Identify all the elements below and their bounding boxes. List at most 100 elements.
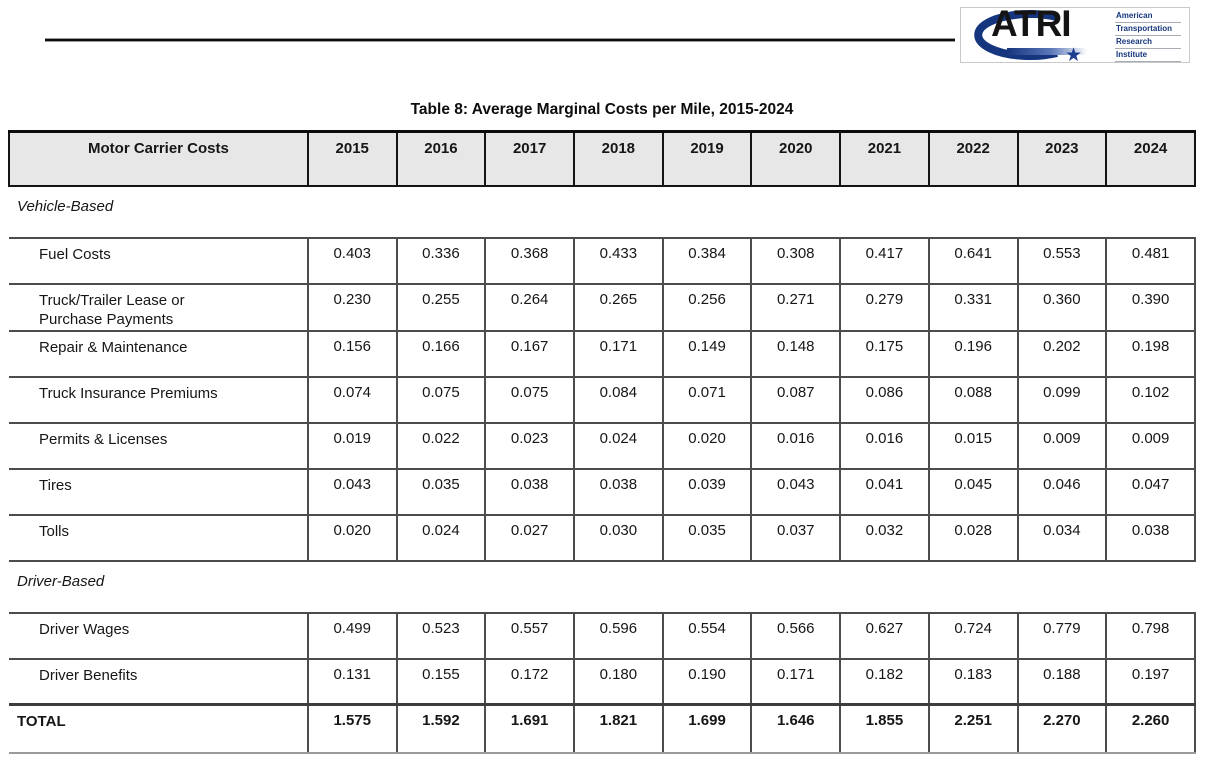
cost-value-cell: 0.028 [927, 513, 1018, 562]
cost-value-cell: 0.554 [661, 611, 752, 660]
cost-value-cell: 0.167 [484, 329, 574, 378]
logo-swoosh-icon: ★ [974, 10, 1087, 64]
cost-value-cell: 0.071 [661, 375, 752, 424]
total-row: TOTAL 1.575 1.592 1.691 1.821 1.699 1.646 1.855… [9, 703, 1196, 754]
cost-row-label: Tolls [9, 513, 308, 562]
cost-value-cell: 0.196 [927, 329, 1018, 378]
cost-value-cell: 0.039 [661, 467, 752, 516]
section-row: Driver-Based [9, 561, 1195, 613]
cost-value-cell: 0.279 [839, 282, 929, 332]
cost-value-cell: 0.024 [572, 421, 663, 470]
logo-org-word: American [1115, 10, 1181, 23]
cost-value-cell: 0.724 [927, 611, 1018, 660]
cost-value-cell: 0.156 [306, 329, 397, 378]
header-cell-year-2019: 2019 [661, 130, 753, 187]
cost-value-cell: 0.035 [661, 513, 752, 562]
cost-value-cell: 0.037 [750, 513, 841, 562]
header-rule [45, 38, 955, 42]
cost-value-cell: 0.202 [1016, 329, 1107, 378]
total-value-cell: 1.691 [484, 703, 574, 754]
cost-value-cell: 0.180 [572, 657, 663, 706]
cost-value-cell: 0.043 [306, 467, 397, 516]
cost-value-cell: 0.403 [306, 236, 397, 285]
cost-value-cell: 0.086 [839, 375, 929, 424]
section-label: Vehicle-Based [17, 197, 114, 215]
cost-value-cell: 0.038 [572, 467, 663, 516]
cost-value-cell: 0.566 [750, 611, 841, 660]
cost-value-cell: 0.641 [927, 236, 1018, 285]
table-header-row: Motor Carrier Costs 2015 2016 2017 2018 2019 2… [8, 130, 1196, 187]
cost-value-cell: 0.183 [927, 657, 1018, 706]
cost-value-cell: 0.271 [750, 282, 841, 332]
logo-mark: ★ ATRI [961, 3, 1113, 64]
cost-value-cell: 0.047 [1105, 467, 1196, 516]
total-value-cell: 2.270 [1016, 703, 1107, 754]
cost-value-cell: 0.074 [306, 375, 397, 424]
cost-value-cell: 0.016 [839, 421, 929, 470]
header-cell-year-2015: 2015 [306, 130, 398, 187]
cost-value-cell: 0.417 [839, 236, 929, 285]
cost-row-label: Driver Wages [9, 611, 308, 660]
total-value-cell: 1.592 [395, 703, 486, 754]
cost-row-label: Fuel Costs [9, 236, 308, 285]
section-label: Driver-Based [17, 572, 105, 590]
cost-value-cell: 0.265 [572, 282, 663, 332]
cost-value-cell: 0.032 [839, 513, 929, 562]
cost-value-cell: 0.256 [661, 282, 752, 332]
cost-row: Truck/Trailer Lease or Purchase Payments… [9, 282, 1196, 332]
cost-value-cell: 0.155 [395, 657, 486, 706]
cost-value-cell: 0.596 [572, 611, 663, 660]
cost-value-cell: 0.045 [927, 467, 1018, 516]
cost-value-cell: 0.149 [661, 329, 752, 378]
header-cell-year-2023: 2023 [1016, 130, 1108, 187]
cost-value-cell: 0.016 [750, 421, 841, 470]
logo-org-word: Transportation [1115, 23, 1181, 36]
cost-value-cell: 0.102 [1105, 375, 1196, 424]
cost-value-cell: 0.188 [1016, 657, 1107, 706]
cost-value-cell: 0.171 [750, 657, 841, 706]
cost-value-cell: 0.433 [572, 236, 663, 285]
cost-value-cell: 0.035 [395, 467, 486, 516]
header-cell-year-2018: 2018 [572, 130, 664, 187]
cost-value-cell: 0.043 [750, 467, 841, 516]
logo-org-word: Research [1115, 36, 1181, 49]
cost-value-cell: 0.088 [927, 375, 1018, 424]
cost-value-cell: 0.336 [395, 236, 486, 285]
cost-row-label: Truck Insurance Premiums [9, 375, 308, 424]
cost-value-cell: 0.481 [1105, 236, 1196, 285]
total-value-cell: 1.699 [661, 703, 752, 754]
cost-value-cell: 0.175 [839, 329, 929, 378]
atri-logo: ★ ATRI American Transportation Research … [960, 3, 1190, 64]
cost-row: Permits & Licenses 0.019 0.022 0.023 0.024 0.… [9, 421, 1196, 470]
header-cell-motor-carrier-costs: Motor Carrier Costs [8, 130, 309, 187]
header-cell-year-2020: 2020 [750, 130, 842, 187]
cost-value-cell: 0.197 [1105, 657, 1196, 706]
cost-value-cell: 0.798 [1105, 611, 1196, 660]
cost-row: Truck Insurance Premiums 0.074 0.075 0.075 0… [9, 375, 1196, 424]
cost-value-cell: 0.034 [1016, 513, 1107, 562]
cost-value-cell: 0.022 [395, 421, 486, 470]
header-cell-year-2016: 2016 [395, 130, 487, 187]
cost-row-label: Driver Benefits [9, 657, 308, 706]
cost-value-cell: 0.368 [484, 236, 574, 285]
cost-value-cell: 0.020 [661, 421, 752, 470]
cost-value-cell: 0.075 [395, 375, 486, 424]
cost-value-cell: 0.182 [839, 657, 929, 706]
cost-value-cell: 0.171 [572, 329, 663, 378]
cost-row: Repair & Maintenance 0.156 0.166 0.167 0.171… [9, 329, 1196, 378]
cost-value-cell: 0.557 [484, 611, 574, 660]
cost-value-cell: 0.331 [927, 282, 1018, 332]
cost-value-cell: 0.390 [1105, 282, 1196, 332]
cost-value-cell: 0.041 [839, 467, 929, 516]
total-value-cell: 1.821 [572, 703, 663, 754]
cost-value-cell: 0.023 [484, 421, 574, 470]
cost-value-cell: 0.499 [306, 611, 397, 660]
cost-value-cell: 0.038 [484, 467, 574, 516]
cost-value-cell: 0.264 [484, 282, 574, 332]
cost-value-cell: 0.148 [750, 329, 841, 378]
cost-value-cell: 0.024 [395, 513, 486, 562]
table-title: Table 8: Average Marginal Costs per Mile… [410, 101, 794, 118]
header-cell-year-2024: 2024 [1105, 130, 1196, 187]
logo-acronym: ATRI [991, 3, 1072, 44]
